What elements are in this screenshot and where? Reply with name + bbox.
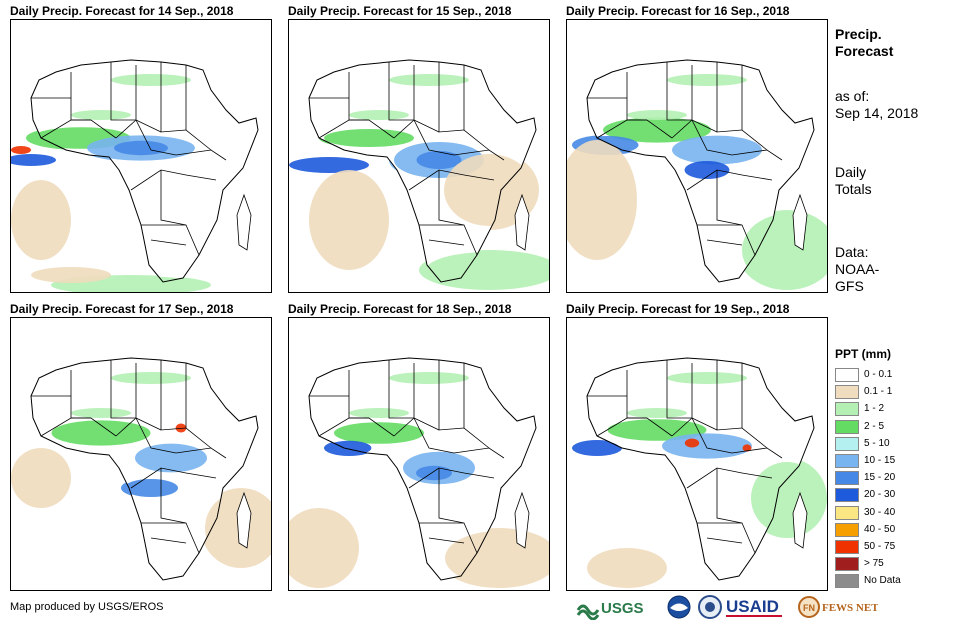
usgs-logo: USGS [576,600,644,620]
legend-label: 15 - 20 [864,472,896,484]
legend-swatch [835,557,859,572]
legend-label: 2 - 5 [864,420,885,432]
legend-item: > 75 [835,556,955,572]
precip-map [566,317,828,591]
as-of-label: as of: [835,88,870,104]
nasa-seal-logo [698,595,722,619]
legend-swatch [835,574,859,589]
legend-label: No Data [864,575,901,587]
legend-label: 30 - 40 [864,506,896,518]
legend-title: PPT (mm) [835,347,892,361]
title-line-2: Forecast [835,43,894,59]
legend-item: 5 - 10 [835,436,955,451]
credit-text: Map produced by USGS/EROS [10,601,164,613]
title-line-1: Precip. [835,26,882,42]
panel-title: Daily Precip. Forecast for 14 Sep., 2018 [10,4,234,18]
legend-swatch [835,402,859,417]
precip-map [288,317,550,591]
legend-swatch [835,368,859,382]
legend-label: 20 - 30 [864,489,896,501]
data-label: Data: [835,244,869,260]
legend-item: 0.1 - 1 [835,384,955,400]
legend-label: 40 - 50 [864,523,896,535]
panel-title: Daily Precip. Forecast for 19 Sep., 2018 [566,302,790,316]
daily-label: Daily [835,164,867,180]
svg-text:FN: FN [803,603,815,613]
fews-net-logo: FN FEWS NET [798,596,878,618]
data-source-block: Data: NOAA- GFS [835,244,879,295]
precip-map [288,19,550,293]
legend-item: 40 - 50 [835,522,955,537]
legend-item: 10 - 15 [835,453,955,468]
legend-item: No Data [835,573,955,589]
legend-swatch [835,436,859,451]
panel-title: Daily Precip. Forecast for 18 Sep., 2018 [288,302,512,316]
precip-map [10,317,272,591]
legend-label: 5 - 10 [864,437,890,449]
legend-swatch [835,540,859,554]
product-title: Precip. Forecast [835,26,893,60]
data-source-1: NOAA- [835,261,880,277]
legend-swatch [835,419,859,434]
legend-item: 30 - 40 [835,505,955,520]
legend-item: 1 - 2 [835,401,955,417]
totals-label: Totals [835,181,872,197]
legend-swatch [835,522,859,537]
legend-item: 15 - 20 [835,470,955,486]
legend-item: 50 - 75 [835,539,955,554]
svg-text:USAID: USAID [726,597,779,616]
panel-title: Daily Precip. Forecast for 16 Sep., 2018 [566,4,790,18]
logo-strip: USGS USAID FN FEWS NET [576,592,878,622]
legend-label: 50 - 75 [864,541,896,552]
legend-swatch [835,471,859,486]
data-source-2: GFS [835,278,864,294]
legend-label: 1 - 2 [864,403,885,415]
legend-label: > 75 [864,558,884,570]
svg-text:FEWS NET: FEWS NET [822,602,878,614]
usaid-logo: USAID [726,597,782,617]
legend-label: 0 - 0.1 [864,369,893,380]
legend-item: 2 - 5 [835,419,955,434]
legend-swatch [835,505,859,520]
legend-item: 20 - 30 [835,487,955,503]
panel-title: Daily Precip. Forecast for 15 Sep., 2018 [288,4,512,18]
svg-text:USGS: USGS [601,600,644,617]
totals-block: Daily Totals [835,164,872,198]
panel-title: Daily Precip. Forecast for 17 Sep., 2018 [10,302,234,316]
legend-item: 0 - 0.1 [835,367,955,382]
legend-swatch [835,454,859,468]
noaa-logo [667,595,691,619]
legend-swatch [835,385,859,400]
precip-map [10,19,272,293]
legend-swatch [835,488,859,503]
legend-label: 10 - 15 [864,455,896,466]
as-of-date: Sep 14, 2018 [835,105,919,121]
as-of-block: as of: Sep 14, 2018 [835,88,918,122]
legend-label: 0.1 - 1 [864,386,893,398]
precip-map [566,19,828,293]
